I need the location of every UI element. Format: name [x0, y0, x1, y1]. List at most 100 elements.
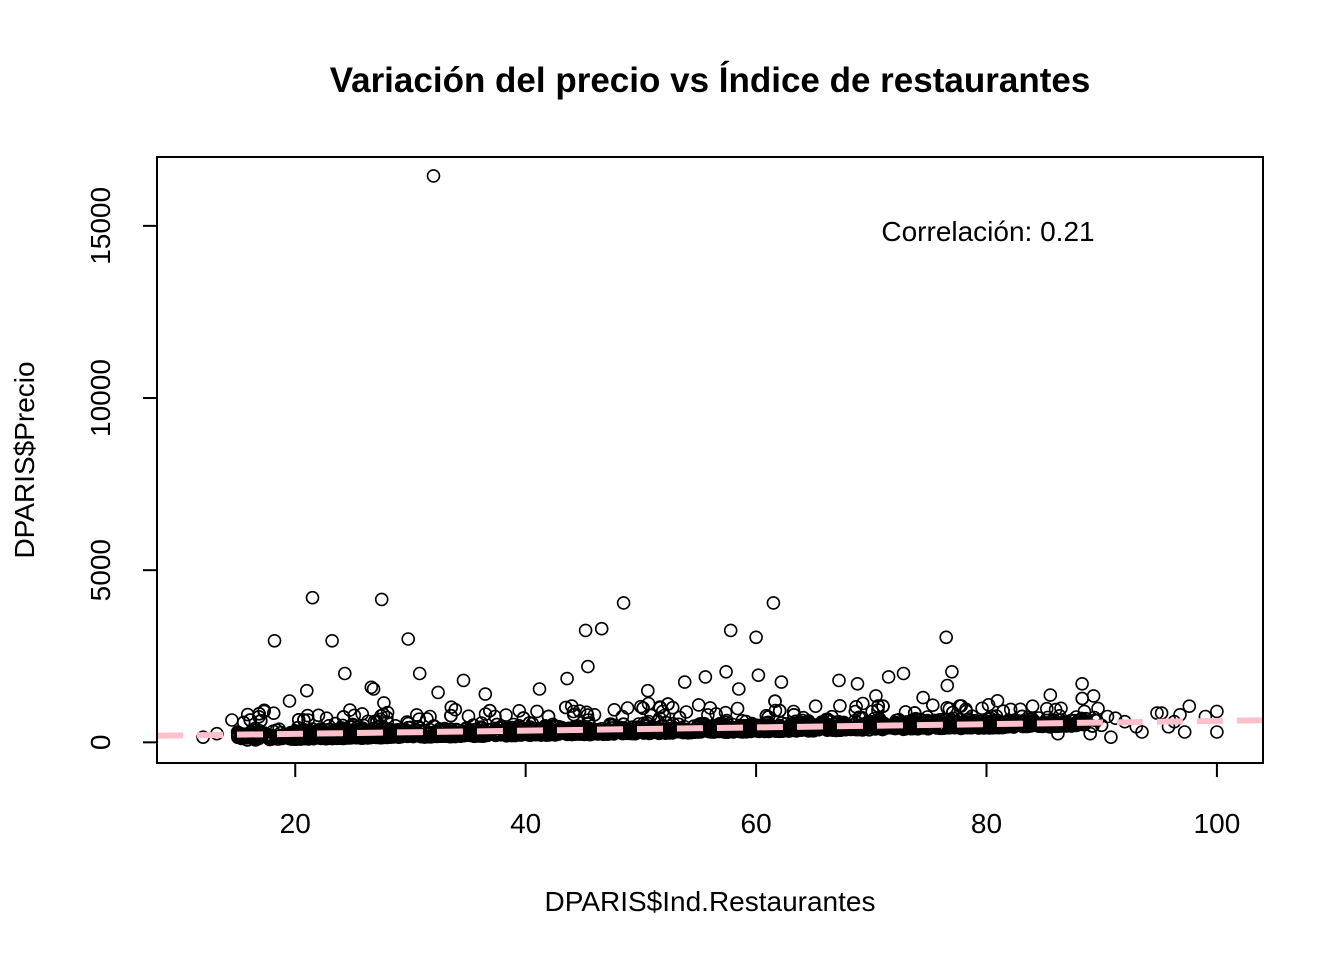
data-point — [719, 664, 733, 679]
data-point — [640, 683, 655, 698]
data-point — [723, 623, 738, 638]
data-point — [282, 694, 297, 708]
y-tick-label: 0 — [85, 735, 116, 751]
data-point — [896, 666, 911, 681]
data-point — [1104, 730, 1118, 745]
data-point — [243, 713, 257, 727]
data-point — [661, 697, 675, 711]
data-point — [916, 690, 930, 705]
data-point — [653, 700, 667, 715]
data-point — [698, 670, 713, 684]
data-point — [267, 633, 282, 648]
data-point — [996, 704, 1011, 719]
data-point — [420, 712, 434, 726]
data-point — [607, 702, 622, 717]
data-point — [560, 671, 574, 686]
y-tick-label: 5000 — [85, 539, 116, 601]
x-axis-label: DPARIS$Ind.Restaurantes — [545, 886, 876, 917]
data-point — [461, 709, 476, 724]
data-point — [636, 701, 650, 716]
data-point — [774, 675, 789, 689]
data-point — [1013, 702, 1028, 717]
data-point — [300, 708, 315, 723]
data-point — [305, 590, 320, 605]
data-point — [731, 682, 746, 696]
data-point — [336, 710, 351, 724]
data-point — [1086, 689, 1101, 703]
data-point — [581, 659, 595, 674]
data-point — [547, 719, 562, 734]
data-point — [749, 630, 763, 645]
data-point — [225, 713, 239, 727]
data-point — [299, 683, 314, 698]
data-point — [833, 698, 847, 713]
data-point — [633, 699, 648, 714]
data-point — [703, 724, 718, 739]
y-tick-label: 10000 — [85, 359, 116, 437]
regression-line — [156, 717, 1264, 739]
data-point — [849, 699, 863, 714]
data-point — [855, 696, 870, 711]
data-point — [482, 703, 497, 718]
y-tick-label: 15000 — [85, 187, 116, 265]
data-point — [1054, 701, 1068, 716]
data-point — [536, 727, 551, 742]
data-point — [1135, 725, 1149, 739]
data-point — [730, 701, 745, 716]
data-point — [366, 682, 381, 696]
data-point — [337, 666, 352, 681]
data-point — [832, 673, 846, 688]
data-point — [580, 708, 595, 722]
data-point — [939, 630, 954, 645]
data-point — [263, 728, 278, 743]
data-point — [850, 676, 865, 691]
data-point — [1043, 688, 1058, 702]
data-point — [266, 706, 281, 721]
data-point — [1025, 699, 1040, 714]
data-point — [364, 680, 379, 695]
data-point — [299, 730, 314, 745]
data-point — [766, 596, 781, 610]
data-point — [691, 698, 706, 712]
data-point — [499, 727, 513, 742]
data-point — [808, 699, 823, 714]
data-point — [906, 721, 921, 736]
data-point — [572, 704, 587, 718]
data-point — [751, 668, 766, 683]
data-point — [945, 664, 959, 679]
x-tick-label: 60 — [741, 808, 772, 839]
x-axis: 20 40 60 80 100 — [280, 762, 1241, 839]
data-point — [426, 169, 441, 183]
data-point — [412, 666, 427, 681]
data-point — [677, 675, 692, 689]
data-point — [302, 728, 317, 742]
data-point — [319, 711, 334, 726]
data-point — [478, 707, 493, 721]
x-tick-label: 20 — [280, 808, 311, 839]
data-point — [925, 698, 940, 713]
data-point — [291, 712, 306, 727]
data-point — [876, 699, 890, 714]
x-tick-label: 40 — [510, 808, 541, 839]
data-point — [532, 682, 547, 696]
data-point — [616, 596, 631, 610]
data-point — [1210, 704, 1224, 719]
data-point — [823, 722, 838, 736]
x-tick-label: 80 — [971, 808, 1002, 839]
data-point — [990, 693, 1005, 708]
chart-title: Variación del precio vs Índice de restau… — [330, 60, 1091, 100]
data-point — [541, 709, 556, 724]
data-point — [431, 685, 445, 700]
data-point — [1177, 725, 1192, 739]
data-point — [512, 703, 527, 718]
data-point — [869, 689, 883, 703]
y-axis-label: DPARIS$Precio — [9, 361, 40, 558]
data-point — [530, 704, 544, 719]
data-point — [768, 694, 782, 709]
data-point — [499, 708, 513, 722]
data-point — [383, 730, 398, 744]
x-tick-label: 100 — [1194, 808, 1241, 839]
data-point — [594, 621, 609, 636]
data-point — [401, 632, 416, 646]
data-point — [558, 700, 573, 715]
